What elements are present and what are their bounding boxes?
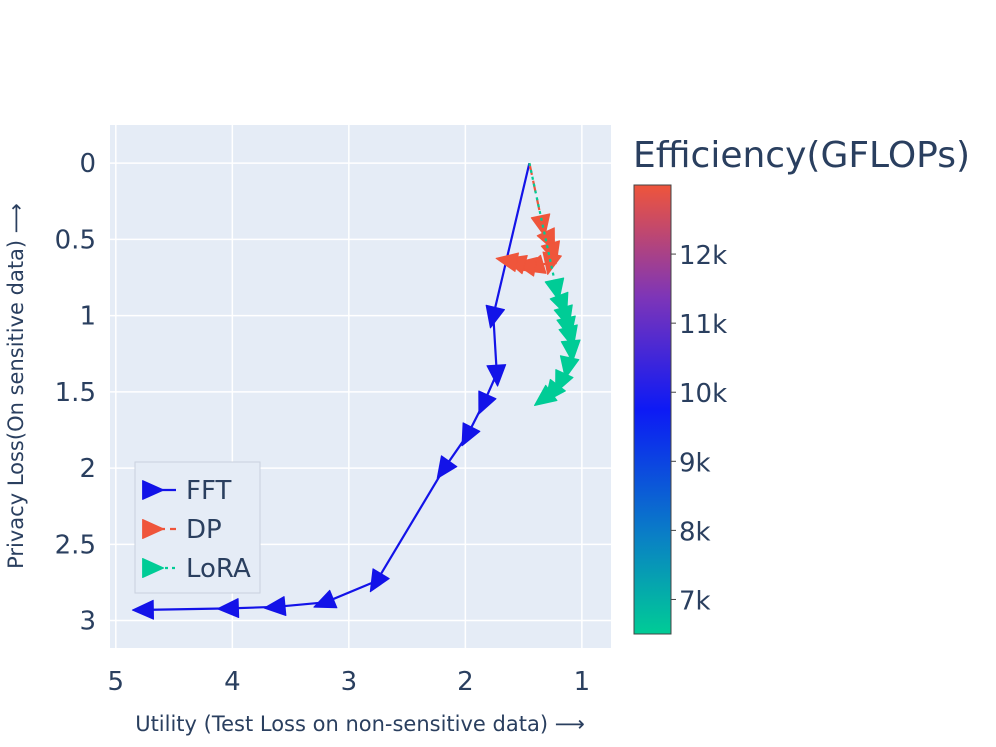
series-layer [131, 162, 581, 620]
legend-marker-dp [142, 519, 165, 539]
legend: FFT DP LoRA [134, 461, 261, 594]
data-point-lora [560, 339, 581, 363]
colorbar-gradient [633, 184, 672, 635]
data-point-fft [369, 568, 390, 593]
x-tick-label: 2 [457, 667, 474, 697]
data-point-lora [534, 384, 558, 406]
data-point-fft [436, 455, 458, 479]
legend-label-fft: FFT [186, 476, 231, 506]
data-point-fft [461, 422, 481, 447]
grid [110, 125, 611, 648]
colorbar-tick-label: 9k [679, 448, 711, 478]
y-tick-label: 1.5 [55, 378, 96, 408]
colorbar-tick-label: 8k [679, 517, 711, 547]
x-tick-label: 5 [108, 667, 125, 697]
x-tick-label: 3 [341, 667, 358, 697]
data-point-dp [530, 213, 551, 237]
data-point-lora [544, 277, 565, 301]
data-point-fft [131, 599, 154, 620]
colorbar: Efficiency(GFLOPs) 7k 8k 9k 10k 11k 12k [633, 135, 970, 635]
data-point-fft [485, 304, 505, 329]
colorbar-tick-label: 10k [679, 379, 727, 409]
legend-marker-fft [142, 480, 165, 500]
colorbar-ticks: 7k 8k 9k 10k 11k 12k [671, 241, 727, 616]
series-fft [131, 162, 531, 620]
y-axis-ticks: 0 0.5 1 1.5 2 2.5 3 [55, 149, 96, 636]
y-axis-title: Privacy Loss(On sensitive data) ⟶ [4, 203, 28, 569]
colorbar-tick-label: 12k [679, 241, 727, 271]
data-point-fft [486, 364, 507, 387]
colorbar-title: Efficiency(GFLOPs) [633, 135, 970, 176]
x-axis-title: Utility (Test Loss on non-sensitive data… [135, 712, 585, 736]
y-tick-label: 0 [79, 149, 96, 179]
legend-label-dp: DP [186, 515, 222, 545]
x-axis-ticks: 5 4 3 2 1 [108, 667, 591, 697]
data-point-fft [216, 598, 240, 618]
data-point-fft [263, 596, 287, 616]
legend-marker-lora [142, 558, 165, 578]
y-tick-label: 1 [79, 302, 96, 332]
y-tick-label: 3 [79, 607, 96, 637]
y-tick-label: 2 [79, 454, 96, 484]
data-point-fft [478, 390, 497, 415]
y-tick-label: 2.5 [55, 530, 96, 560]
data-point-dp [542, 251, 562, 275]
data-point-lora [559, 355, 580, 379]
data-point-fft [313, 589, 338, 609]
data-point-dp [495, 252, 519, 272]
colorbar-tick-label: 11k [679, 310, 727, 340]
series-lora [528, 162, 581, 406]
x-tick-label: 4 [224, 667, 241, 697]
y-tick-label: 0.5 [55, 225, 96, 255]
x-tick-label: 1 [574, 667, 591, 697]
legend-label-lora: LoRA [186, 554, 251, 584]
colorbar-tick-label: 7k [679, 586, 711, 616]
series-dp [495, 162, 562, 277]
